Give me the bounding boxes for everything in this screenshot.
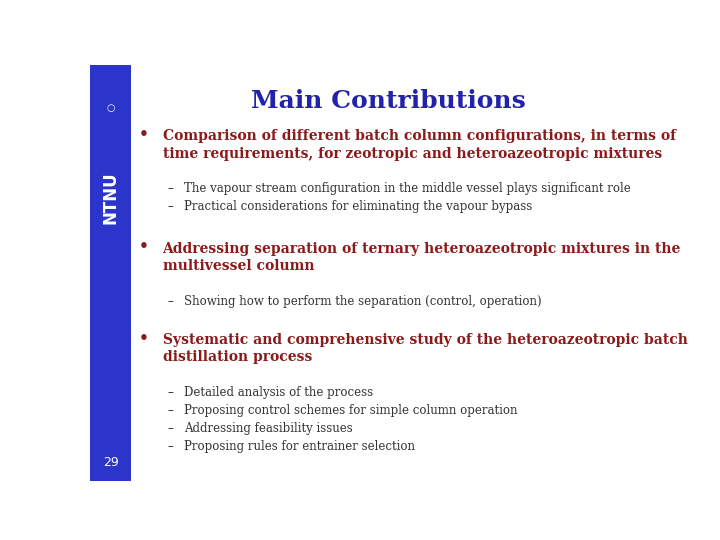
Text: •: • [139, 331, 148, 346]
Text: Proposing rules for entrainer selection: Proposing rules for entrainer selection [184, 440, 415, 453]
Text: ○: ○ [107, 104, 115, 113]
Text: Addressing feasibility issues: Addressing feasibility issues [184, 422, 353, 435]
Text: –: – [168, 422, 174, 435]
Text: –: – [168, 295, 174, 308]
Text: –: – [168, 386, 174, 399]
Text: The vapour stream configuration in the middle vessel plays significant role: The vapour stream configuration in the m… [184, 183, 631, 195]
Text: Showing how to perform the separation (control, operation): Showing how to perform the separation (c… [184, 295, 541, 308]
Text: ■: ■ [104, 101, 118, 116]
Text: –: – [168, 183, 174, 195]
Text: –: – [168, 200, 174, 213]
Bar [90, 65, 131, 481]
Text: •: • [139, 127, 148, 142]
Text: Systematic and comprehensive study of the heteroazeotropic batch
distillation pr: Systematic and comprehensive study of th… [163, 333, 688, 365]
Text: Practical considerations for eliminating the vapour bypass: Practical considerations for eliminating… [184, 200, 532, 213]
Text: •: • [139, 239, 148, 254]
Text: –: – [168, 440, 174, 453]
Text: Proposing control schemes for simple column operation: Proposing control schemes for simple col… [184, 404, 517, 417]
Text: Detailed analysis of the process: Detailed analysis of the process [184, 386, 373, 399]
Text: Main Contributions: Main Contributions [251, 89, 526, 113]
Text: Comparison of different batch column configurations, in terms of
time requiremen: Comparison of different batch column con… [163, 129, 675, 160]
Text: Addressing separation of ternary heteroazeotropic mixtures in the
multivessel co: Addressing separation of ternary heteroa… [163, 241, 681, 273]
Text: NTNU: NTNU [102, 172, 120, 224]
Text: 29: 29 [103, 456, 119, 469]
Text: –: – [168, 404, 174, 417]
